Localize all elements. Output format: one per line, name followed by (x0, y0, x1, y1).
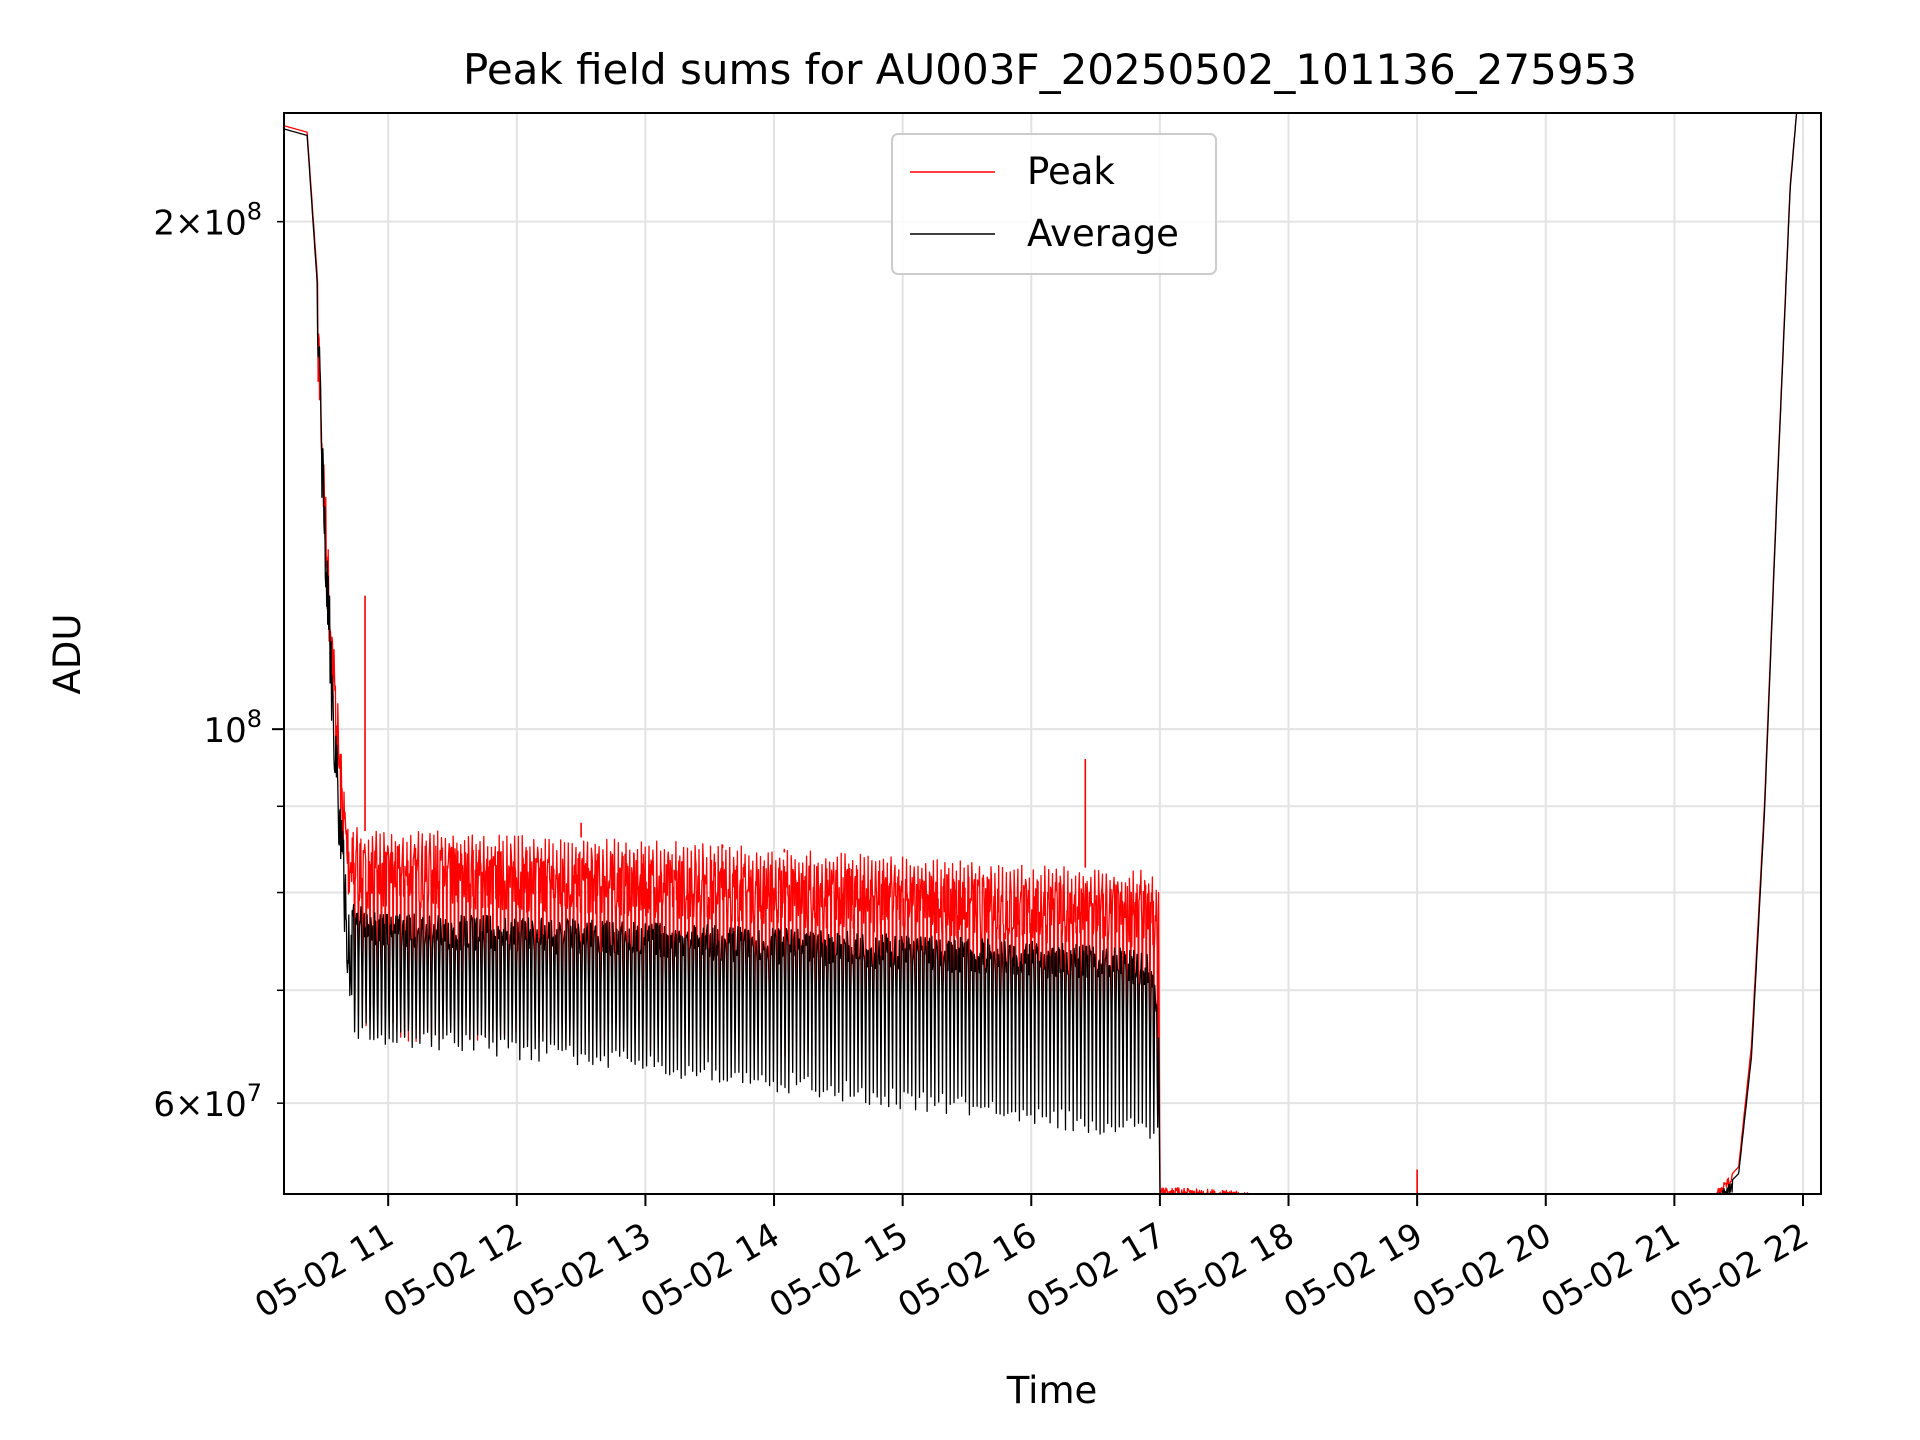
legend: Peak Average (891, 133, 1217, 275)
average-series-line (284, 113, 1821, 1194)
legend-box (891, 133, 1217, 275)
plot-frame (283, 112, 1822, 1195)
y-tick-label: 6×107 (153, 1079, 262, 1125)
x-axis-label: Time (1006, 1369, 1098, 1412)
series-layer (284, 113, 1821, 1194)
legend-peak-label: Peak (1027, 150, 1115, 193)
y-axis-ticks: 2×108 108 6×107 (153, 198, 284, 1125)
y-axis-label: ADU (46, 614, 89, 695)
peak-series-line (284, 113, 1821, 1194)
chart-title: Peak field sums for AU003F_20250502_1011… (463, 45, 1637, 94)
y-tick-label: 2×108 (153, 198, 262, 244)
y-tick-label: 108 (203, 705, 262, 751)
legend-average-label: Average (1027, 212, 1179, 255)
